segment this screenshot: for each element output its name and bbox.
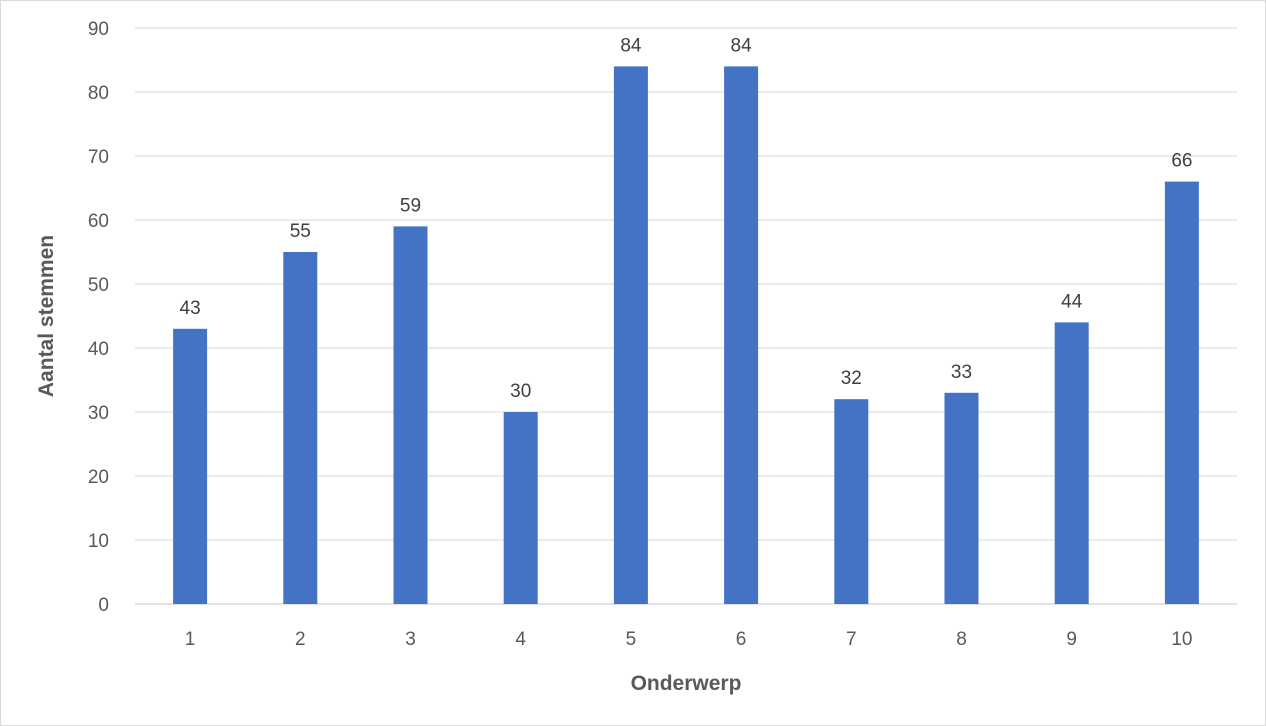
data-labels: 43 55 59 30 84 84 32 33 44 66: [180, 35, 1193, 402]
y-tick-label: 10: [88, 531, 109, 552]
y-axis-ticks: 0 10 20 30 40 50 60 70 80 90: [88, 19, 109, 616]
y-tick-label: 70: [88, 147, 109, 168]
bar: [613, 66, 648, 604]
bar: [283, 252, 318, 604]
y-tick-label: 0: [98, 595, 109, 616]
bar: [944, 392, 979, 604]
x-tick-label: 7: [846, 629, 857, 650]
data-label: 55: [290, 221, 311, 242]
y-tick-label: 30: [88, 403, 109, 424]
bar: [173, 328, 208, 604]
x-tick-label: 9: [1066, 629, 1077, 650]
x-axis-ticks: 1 2 3 4 5 6 7 8 9 10: [185, 629, 1193, 650]
data-label: 59: [400, 195, 421, 216]
data-label: 43: [180, 298, 201, 319]
data-label: 32: [841, 368, 862, 389]
data-label: 66: [1171, 151, 1192, 172]
x-tick-label: 4: [515, 629, 526, 650]
y-tick-label: 60: [88, 211, 109, 232]
x-tick-label: 5: [626, 629, 637, 650]
x-tick-label: 2: [295, 629, 306, 650]
bars: [173, 66, 1199, 604]
data-label: 33: [951, 362, 972, 383]
y-axis-title: Aantal stemmen: [35, 235, 58, 397]
x-axis-title: Onderwerp: [631, 672, 742, 695]
y-tick-label: 50: [88, 275, 109, 296]
data-label: 30: [510, 381, 531, 402]
x-tick-label: 10: [1171, 629, 1192, 650]
x-tick-label: 3: [405, 629, 416, 650]
bar: [724, 66, 759, 604]
gridlines: [135, 27, 1237, 605]
bar: [393, 226, 428, 604]
y-tick-label: 90: [88, 19, 109, 40]
x-tick-label: 6: [736, 629, 747, 650]
bar: [834, 399, 869, 604]
y-tick-label: 80: [88, 83, 109, 104]
data-label: 84: [731, 35, 753, 56]
x-tick-label: 1: [185, 629, 196, 650]
data-label: 84: [620, 35, 642, 56]
x-tick-label: 8: [956, 629, 967, 650]
bar: [1164, 181, 1199, 604]
y-tick-label: 20: [88, 467, 109, 488]
y-tick-label: 40: [88, 339, 109, 360]
bar: [1054, 322, 1089, 604]
data-label: 44: [1061, 291, 1083, 312]
bar: [503, 412, 538, 604]
